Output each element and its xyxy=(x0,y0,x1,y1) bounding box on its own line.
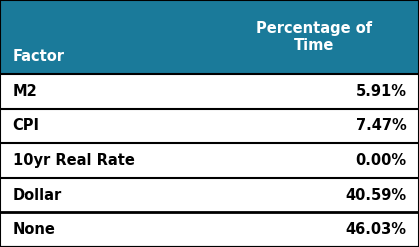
Text: 46.03%: 46.03% xyxy=(345,222,406,237)
Text: CPI: CPI xyxy=(13,119,39,133)
Bar xyxy=(0,143,419,178)
Text: 10yr Real Rate: 10yr Real Rate xyxy=(13,153,134,168)
Bar xyxy=(0,74,419,109)
Text: 7.47%: 7.47% xyxy=(356,119,406,133)
Text: 5.91%: 5.91% xyxy=(355,84,406,99)
Bar xyxy=(0,212,419,247)
Text: 0.00%: 0.00% xyxy=(355,153,406,168)
Bar xyxy=(0,178,419,212)
Text: Dollar: Dollar xyxy=(13,188,62,203)
Text: M2: M2 xyxy=(13,84,37,99)
Text: None: None xyxy=(13,222,55,237)
Text: Factor: Factor xyxy=(13,49,65,64)
Bar xyxy=(0,109,419,143)
Text: 40.59%: 40.59% xyxy=(345,188,406,203)
Text: Percentage of
Time: Percentage of Time xyxy=(256,21,372,53)
Bar xyxy=(0,0,419,74)
